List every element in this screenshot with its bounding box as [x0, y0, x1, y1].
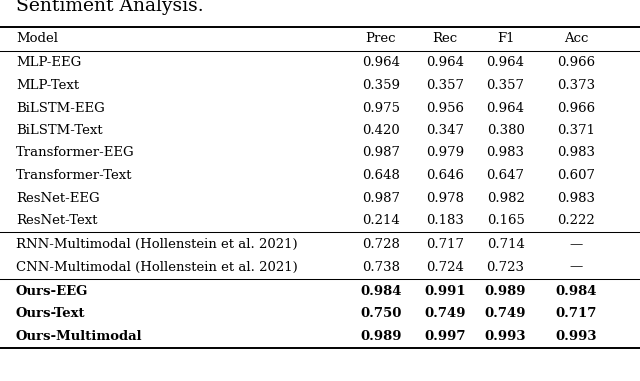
Text: MLP-Text: MLP-Text — [16, 79, 79, 92]
Text: 0.983: 0.983 — [486, 147, 525, 160]
Text: 0.357: 0.357 — [426, 79, 464, 92]
Text: 0.750: 0.750 — [360, 307, 401, 320]
Text: 0.723: 0.723 — [486, 261, 525, 274]
Text: Transformer-EEG: Transformer-EEG — [16, 147, 134, 160]
Text: Model: Model — [16, 32, 58, 45]
Text: Ours-Text: Ours-Text — [16, 307, 86, 320]
Text: BiLSTM-Text: BiLSTM-Text — [16, 124, 102, 137]
Text: 0.964: 0.964 — [486, 101, 525, 115]
Text: 0.989: 0.989 — [485, 285, 526, 298]
Text: 0.964: 0.964 — [426, 56, 464, 69]
Text: 0.222: 0.222 — [557, 214, 595, 227]
Text: 0.646: 0.646 — [426, 169, 464, 182]
Text: 0.989: 0.989 — [360, 330, 401, 343]
Text: Acc: Acc — [564, 32, 588, 45]
Text: 0.956: 0.956 — [426, 101, 464, 115]
Text: 0.380: 0.380 — [486, 124, 525, 137]
Text: Ours-Multimodal: Ours-Multimodal — [16, 330, 143, 343]
Text: 0.357: 0.357 — [486, 79, 525, 92]
Text: 0.717: 0.717 — [426, 238, 464, 251]
Text: 0.647: 0.647 — [486, 169, 525, 182]
Text: ResNet-Text: ResNet-Text — [16, 214, 97, 227]
Text: 0.714: 0.714 — [486, 238, 525, 251]
Text: 0.607: 0.607 — [557, 169, 595, 182]
Text: Rec: Rec — [432, 32, 458, 45]
Text: 0.420: 0.420 — [362, 124, 399, 137]
Text: 0.978: 0.978 — [426, 192, 464, 205]
Text: 0.964: 0.964 — [362, 56, 400, 69]
Text: 0.975: 0.975 — [362, 101, 400, 115]
Text: 0.993: 0.993 — [556, 330, 596, 343]
Text: Prec: Prec — [365, 32, 396, 45]
Text: RNN-Multimodal (Hollenstein et al. 2021): RNN-Multimodal (Hollenstein et al. 2021) — [16, 238, 298, 251]
Text: BiLSTM-EEG: BiLSTM-EEG — [16, 101, 105, 115]
Text: Transformer-Text: Transformer-Text — [16, 169, 132, 182]
Text: 0.983: 0.983 — [557, 192, 595, 205]
Text: 0.165: 0.165 — [486, 214, 525, 227]
Text: 0.371: 0.371 — [557, 124, 595, 137]
Text: 0.749: 0.749 — [485, 307, 526, 320]
Text: 0.359: 0.359 — [362, 79, 400, 92]
Text: ResNet-EEG: ResNet-EEG — [16, 192, 100, 205]
Text: 0.183: 0.183 — [426, 214, 464, 227]
Text: —: — — [570, 261, 582, 274]
Text: —: — — [570, 238, 582, 251]
Text: 0.648: 0.648 — [362, 169, 400, 182]
Text: 0.738: 0.738 — [362, 261, 400, 274]
Text: 0.987: 0.987 — [362, 192, 400, 205]
Text: 0.993: 0.993 — [485, 330, 526, 343]
Text: 0.347: 0.347 — [426, 124, 464, 137]
Text: 0.373: 0.373 — [557, 79, 595, 92]
Text: 0.987: 0.987 — [362, 147, 400, 160]
Text: 0.983: 0.983 — [557, 147, 595, 160]
Text: 0.964: 0.964 — [486, 56, 525, 69]
Text: 0.997: 0.997 — [424, 330, 465, 343]
Text: Sentiment Analysis.: Sentiment Analysis. — [16, 0, 204, 15]
Text: 0.749: 0.749 — [424, 307, 465, 320]
Text: 0.966: 0.966 — [557, 101, 595, 115]
Text: 0.966: 0.966 — [557, 56, 595, 69]
Text: CNN-Multimodal (Hollenstein et al. 2021): CNN-Multimodal (Hollenstein et al. 2021) — [16, 261, 298, 274]
Text: 0.728: 0.728 — [362, 238, 400, 251]
Text: F1: F1 — [497, 32, 515, 45]
Text: 0.982: 0.982 — [486, 192, 525, 205]
Text: 0.724: 0.724 — [426, 261, 464, 274]
Text: 0.984: 0.984 — [360, 285, 401, 298]
Text: 0.214: 0.214 — [362, 214, 399, 227]
Text: 0.991: 0.991 — [424, 285, 466, 298]
Text: 0.984: 0.984 — [556, 285, 596, 298]
Text: 0.717: 0.717 — [556, 307, 596, 320]
Text: Ours-EEG: Ours-EEG — [16, 285, 88, 298]
Text: MLP-EEG: MLP-EEG — [16, 56, 81, 69]
Text: 0.979: 0.979 — [426, 147, 464, 160]
